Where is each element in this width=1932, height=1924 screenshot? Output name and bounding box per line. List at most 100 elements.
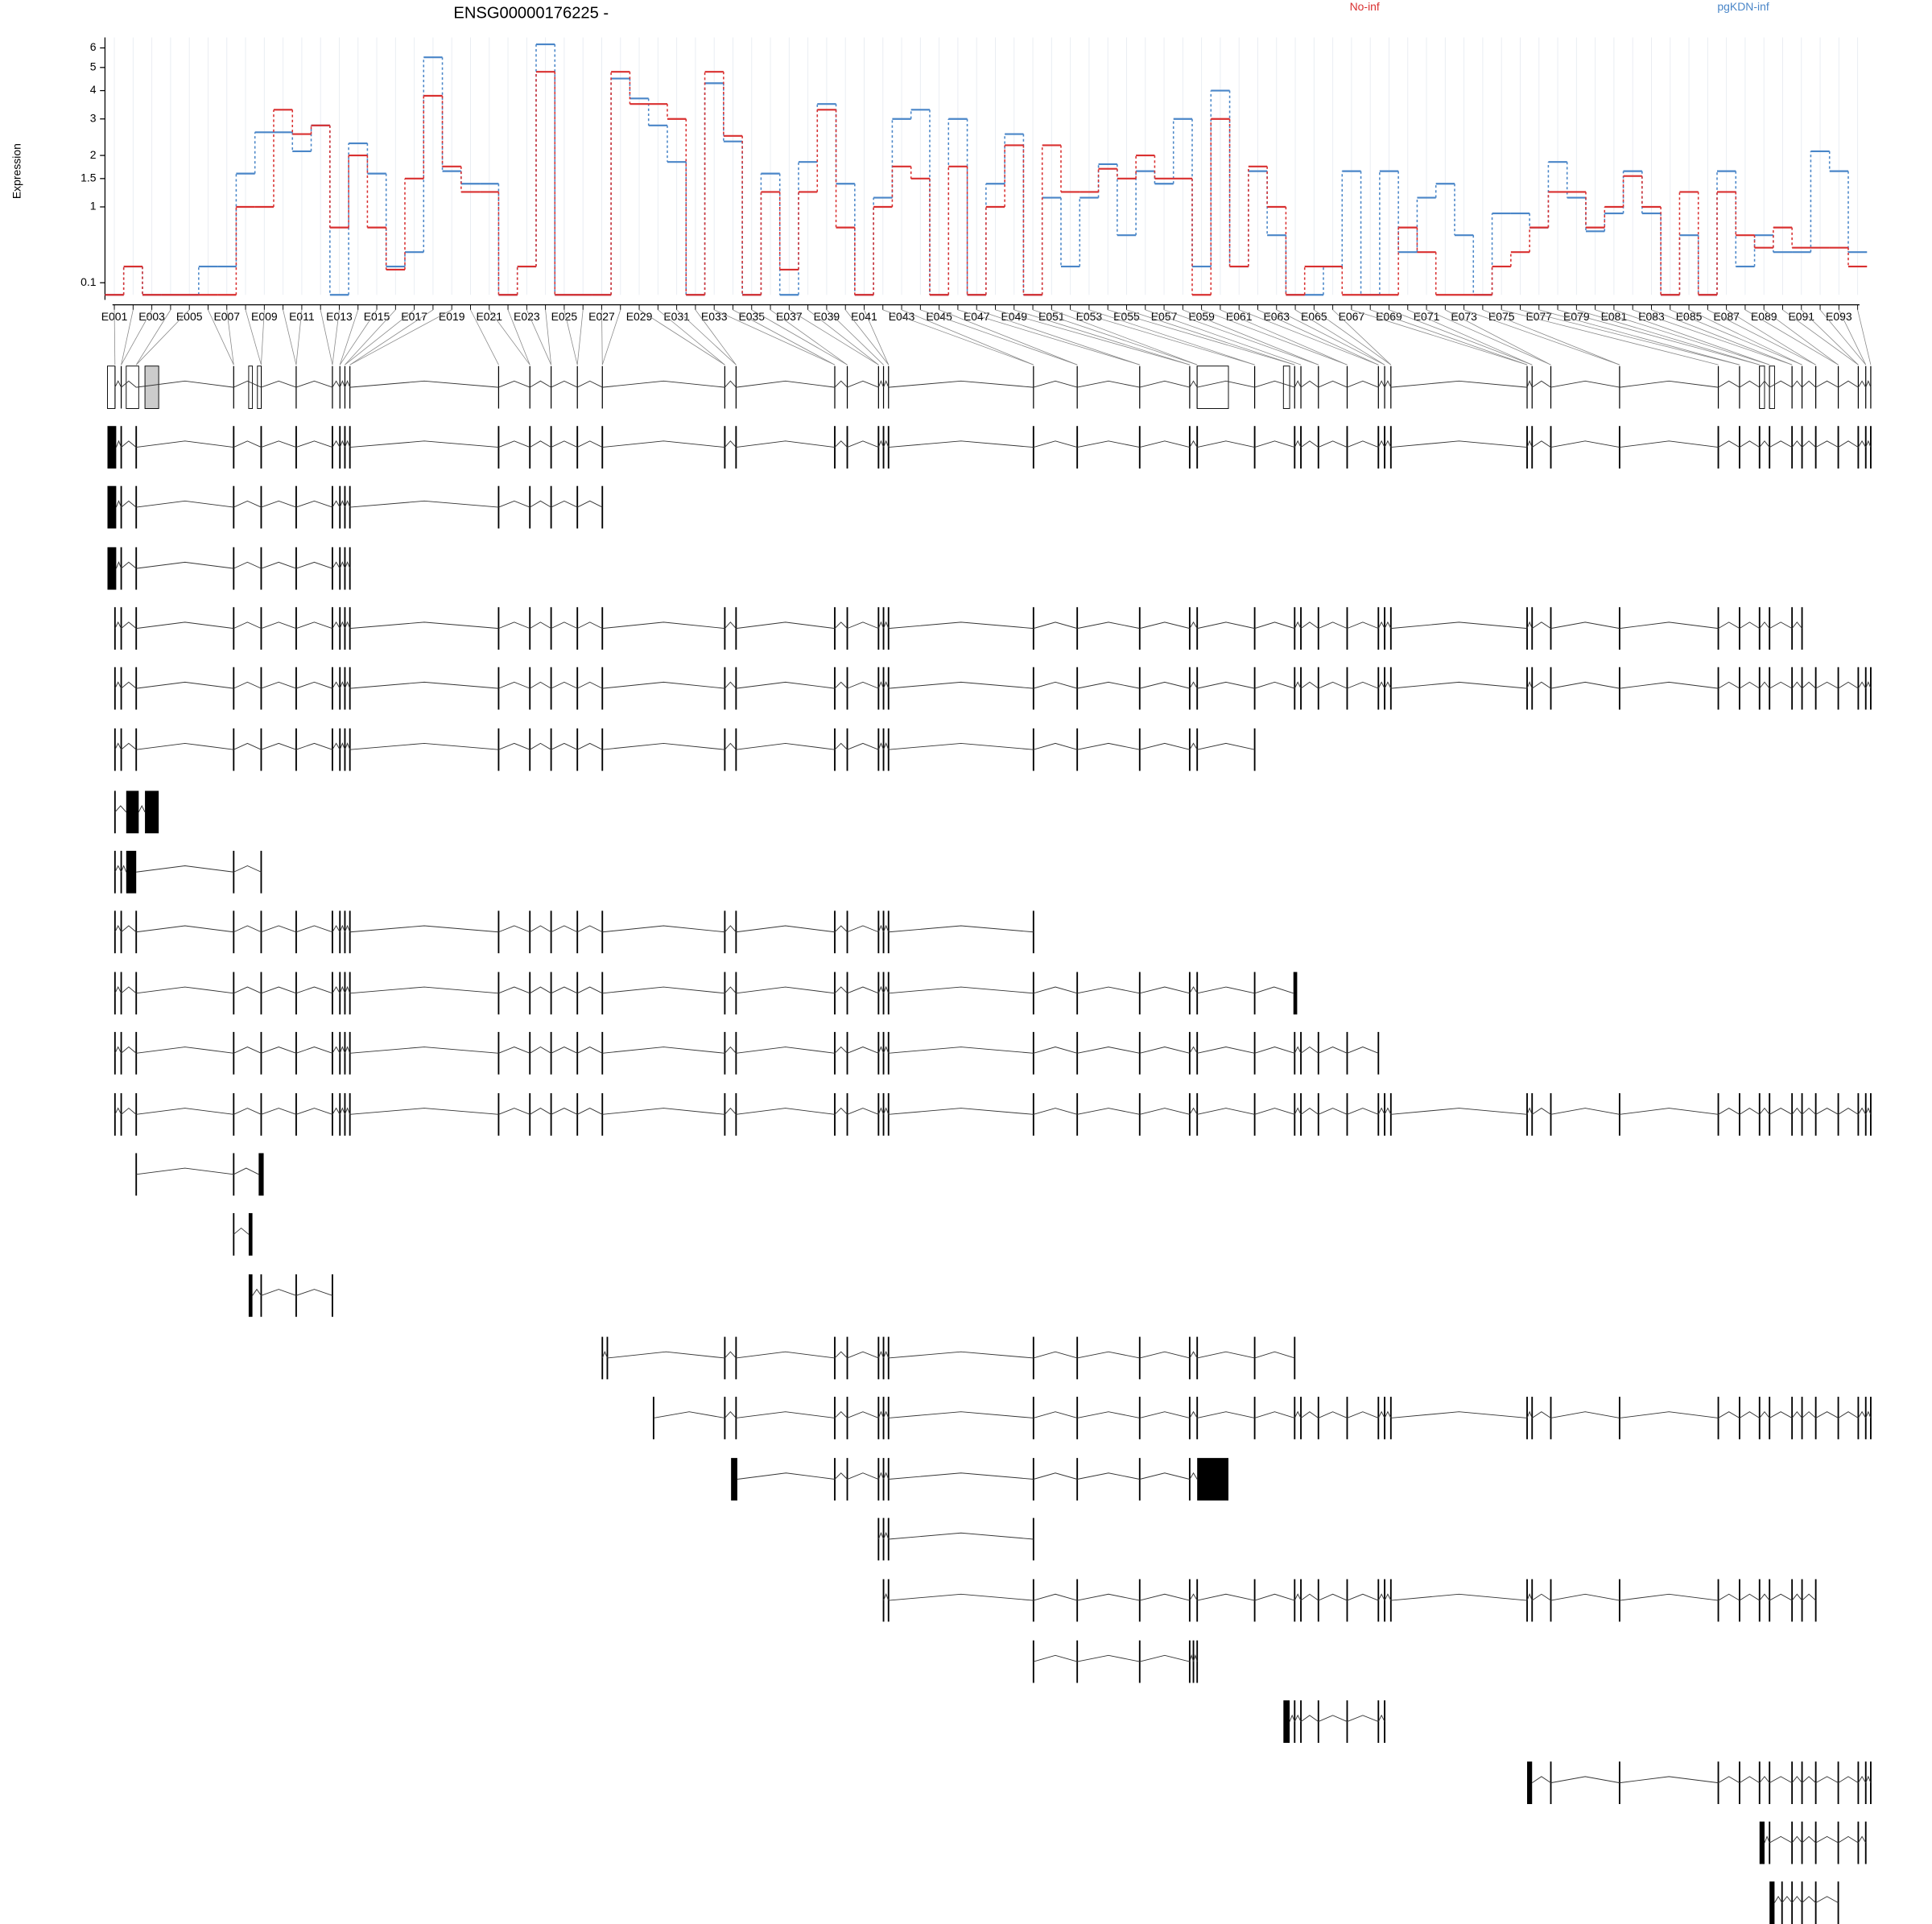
intron [114,681,122,689]
intron [345,500,351,508]
x-tick-label: E061 [1226,310,1253,323]
intron [332,925,341,932]
exon-link [1538,309,1740,365]
exon-link [345,309,396,365]
exon-link [1726,309,1816,365]
intron [1384,621,1392,629]
intron [261,621,297,630]
intron [1550,681,1620,689]
intron [295,621,333,630]
intron [1384,681,1392,689]
intron [1791,1835,1802,1843]
intron [261,380,297,388]
intron [847,1472,879,1480]
intron [1377,1107,1385,1115]
intron [345,985,351,993]
intron [114,742,122,750]
intron [339,380,345,388]
x-tick-label: E049 [1001,310,1027,323]
intron [1347,1047,1379,1054]
intron [1300,1593,1319,1601]
exon-link [135,309,171,365]
intron [736,681,836,689]
exon-link [1108,309,1295,365]
intron [1197,440,1255,448]
exon-link [332,309,340,365]
intron [121,925,137,933]
intron [551,681,578,689]
intron [1531,1776,1551,1784]
intron [136,621,234,630]
exon-link [939,309,1078,365]
intron [114,865,122,873]
intron [349,681,499,689]
intron [529,440,551,448]
intron [339,500,345,508]
intron [233,742,262,750]
intron [339,924,345,932]
intron [1033,986,1078,994]
exon-link [1294,309,1385,365]
intron [349,380,499,388]
intron [1526,1107,1533,1115]
intron [1189,986,1198,994]
exon-link [638,309,725,365]
x-tick-label: E015 [364,310,390,323]
intron [834,1411,848,1418]
intron [576,925,603,933]
intron [1815,1411,1839,1418]
intron [877,440,884,448]
intron [136,742,234,750]
intron [847,1351,879,1359]
intron [1802,1896,1816,1903]
exon-link [601,309,621,365]
exon-link [751,309,848,365]
intron [233,440,262,448]
intron [233,865,262,873]
intron [551,742,578,750]
chart-title: ENSG00000176225 - [453,4,609,22]
intron [883,1410,890,1418]
exon-coding [258,1153,264,1196]
intron [295,986,333,994]
exon-link [1688,309,1802,365]
intron [847,1108,879,1115]
intron [1300,1046,1319,1054]
intron [1815,681,1839,689]
intron [1294,1410,1302,1418]
intron [1531,1593,1551,1601]
exon-link [658,309,725,365]
intron [339,561,345,569]
intron [136,380,234,388]
intron [1802,1776,1816,1783]
intron [1619,380,1719,388]
intron [551,500,578,508]
intron [1254,440,1295,448]
intron [345,380,351,388]
exon-box [1282,365,1290,409]
intron [1531,621,1551,630]
x-tick-label: E087 [1713,310,1740,323]
intron [1759,440,1770,448]
intron [1838,681,1859,689]
intron [1815,380,1839,388]
intron [1390,380,1528,388]
intron [883,985,890,993]
y-tick-label: 6 [90,40,97,53]
intron [1300,440,1319,448]
intron [345,561,351,569]
intron [877,1046,884,1054]
exon-link [245,309,262,365]
intron [349,500,499,508]
exon-link [1501,309,1719,365]
intron [136,440,234,448]
intron [233,1227,250,1235]
intron [121,561,137,569]
intron [1189,1046,1198,1054]
intron [1619,1411,1719,1418]
exon-coding [1769,1881,1775,1924]
x-tick-label: E073 [1451,310,1477,323]
intron [498,742,530,750]
intron [332,1046,341,1054]
